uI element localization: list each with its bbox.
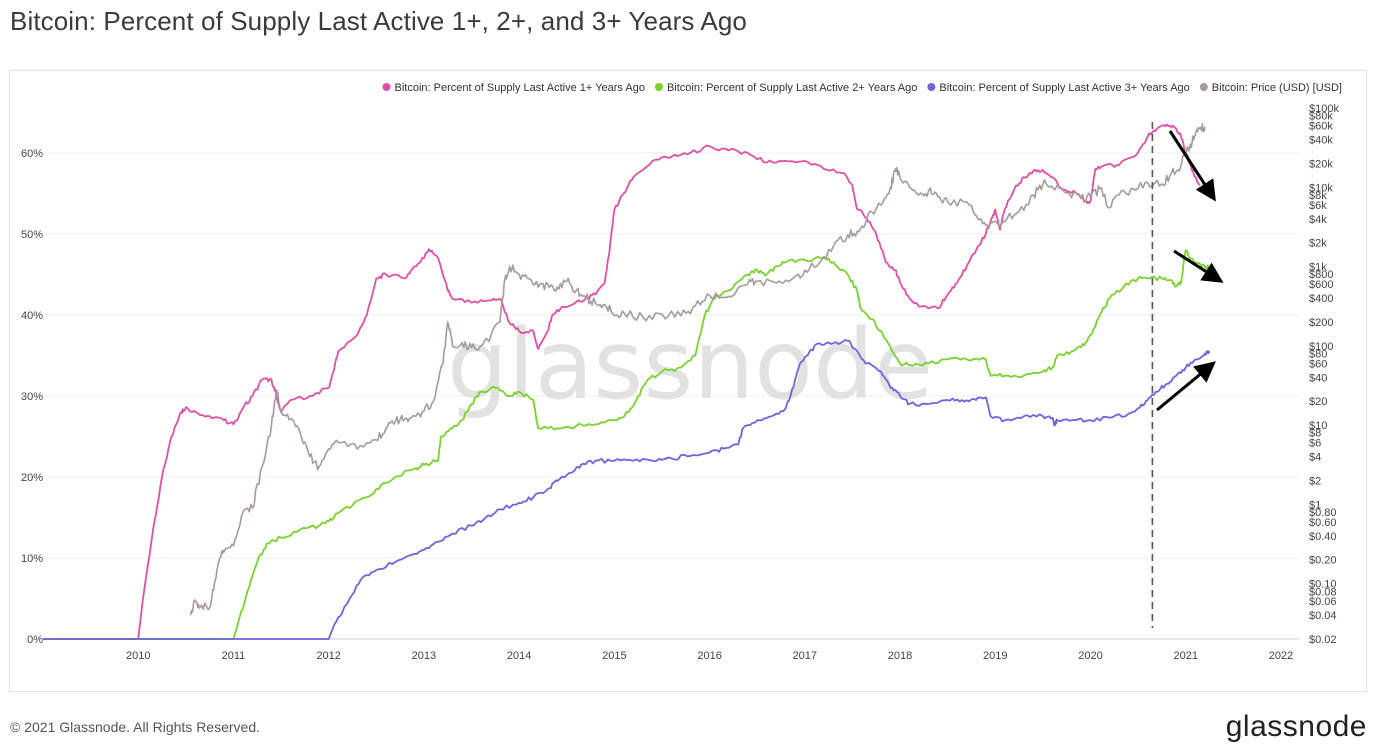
- x-tick-label: 2010: [126, 650, 150, 662]
- legend-dot-icon: [654, 83, 663, 91]
- y-left-tick-label: 30%: [21, 391, 43, 403]
- x-tick-label: 2017: [793, 650, 817, 662]
- legend-item[interactable]: Bitcoin: Percent of Supply Last Active 3…: [927, 82, 1190, 94]
- series-line-1: [43, 123, 1201, 640]
- series-line-4: [189, 123, 1206, 616]
- y-right-tick-label: $2: [1309, 475, 1321, 487]
- y-right-tick-label: $20k: [1309, 158, 1333, 170]
- y-right-tick-label: $600: [1309, 279, 1333, 291]
- x-tick-label: 2015: [602, 650, 626, 662]
- chart-frame: [9, 70, 1367, 692]
- x-axis: 2010 2011 2012 2013 2014 2015 2016 2017 2018 2019…: [126, 650, 1293, 662]
- y-right-tick-label: $6: [1309, 438, 1321, 450]
- y-right-tick-label: $0.20: [1309, 555, 1337, 567]
- annotation-arrow-3: [1156, 361, 1216, 412]
- y-right-tick-label: $10k: [1309, 182, 1333, 194]
- x-tick-label: 2022: [1269, 650, 1293, 662]
- y-left-tick-label: 20%: [21, 472, 43, 484]
- y-right-tick-label: $0.80: [1309, 507, 1337, 519]
- y-right-tick-label: $400: [1309, 293, 1333, 305]
- x-tick-label: 2018: [888, 650, 912, 662]
- x-tick-label: 2016: [697, 650, 721, 662]
- legend-label: Bitcoin: Price (USD) [USD]: [1212, 82, 1342, 94]
- y-right-tick-label: $60: [1309, 358, 1327, 370]
- y-right-tick-label: $0.60: [1309, 517, 1337, 529]
- legend-item[interactable]: Bitcoin: Percent of Supply Last Active 2…: [654, 82, 917, 94]
- y-right-tick-label: $40k: [1309, 135, 1333, 147]
- y-axis-left: 0% 10% 20% 30% 40% 50% 60%: [21, 148, 43, 646]
- y-left-tick-label: 40%: [21, 310, 43, 322]
- y-right-tick-label: $0.06: [1309, 596, 1337, 608]
- y-right-tick-label: $8k: [1309, 190, 1327, 202]
- y-left-tick-label: 0%: [27, 634, 43, 646]
- y-right-tick-label: $0.08: [1309, 586, 1337, 598]
- annotation-arrow-2: [1173, 249, 1224, 283]
- legend-dot-icon: [927, 83, 936, 91]
- y-right-tick-label: $800: [1309, 269, 1333, 281]
- series-line-3: [43, 339, 1211, 640]
- legend-dot-icon: [382, 83, 391, 91]
- y-right-tick-label: $8: [1309, 428, 1321, 440]
- x-tick-label: 2013: [412, 650, 436, 662]
- y-right-tick-label: $80k: [1309, 111, 1333, 123]
- legend: Bitcoin: Percent of Supply Last Active 1…: [382, 82, 1342, 94]
- y-right-tick-label: $40: [1309, 372, 1327, 384]
- y-left-tick-label: 50%: [21, 229, 43, 241]
- y-right-tick-label: $10: [1309, 420, 1327, 432]
- y-right-tick-label: $4k: [1309, 214, 1327, 226]
- legend-label: Bitcoin: Percent of Supply Last Active 1…: [395, 82, 645, 94]
- y-right-tick-label: $0.02: [1309, 634, 1337, 646]
- y-right-tick-label: $6k: [1309, 200, 1327, 212]
- y-right-tick-label: $1k: [1309, 262, 1327, 274]
- legend-label: Bitcoin: Percent of Supply Last Active 2…: [667, 82, 917, 94]
- y-right-tick-label: $0.04: [1309, 610, 1337, 622]
- y-right-tick-label: $60k: [1309, 121, 1333, 133]
- y-right-tick-label: $1: [1309, 499, 1321, 511]
- copyright-text: © 2021 Glassnode. All Rights Reserved.: [10, 719, 261, 735]
- y-right-tick-label: $2k: [1309, 238, 1327, 250]
- y-right-tick-label: $100: [1309, 341, 1333, 353]
- x-tick-label: 2014: [507, 650, 531, 662]
- y-right-tick-label: $4: [1309, 452, 1321, 464]
- y-right-tick-label: $100k: [1309, 103, 1339, 115]
- y-right-tick-label: $0.40: [1309, 531, 1337, 543]
- y-right-tick-label: $0.10: [1309, 579, 1337, 591]
- legend-label: Bitcoin: Percent of Supply Last Active 3…: [939, 82, 1189, 94]
- x-tick-label: 2020: [1078, 650, 1102, 662]
- x-tick-label: 2012: [316, 650, 340, 662]
- page-title: Bitcoin: Percent of Supply Last Active 1…: [10, 6, 747, 36]
- y-axis-right: $0.02 $0.04 $0.06$0.08$0.10 $0.20 $0.40 $0.60…: [1309, 103, 1339, 646]
- x-tick-label: 2021: [1173, 650, 1197, 662]
- y-right-tick-label: $80: [1309, 348, 1327, 360]
- legend-dot-icon: [1199, 83, 1208, 91]
- legend-item[interactable]: Bitcoin: Price (USD) [USD]: [1199, 82, 1342, 94]
- x-tick-label: 2011: [222, 650, 246, 662]
- annotation-arrow-1: [1168, 130, 1216, 202]
- brand-logo: glassnode: [1225, 710, 1367, 743]
- y-right-tick-label: $200: [1309, 317, 1333, 329]
- series-layer: [43, 123, 1211, 640]
- legend-item[interactable]: Bitcoin: Percent of Supply Last Active 1…: [382, 82, 645, 94]
- series-line-2: [43, 249, 1210, 640]
- x-tick-label: 2019: [983, 650, 1007, 662]
- y-left-tick-label: 10%: [21, 553, 43, 565]
- chart-watermark: glassnode: [447, 309, 933, 421]
- y-left-tick-label: 60%: [21, 148, 43, 160]
- y-right-tick-label: $20: [1309, 396, 1327, 408]
- annotation-layer: [1151, 122, 1224, 628]
